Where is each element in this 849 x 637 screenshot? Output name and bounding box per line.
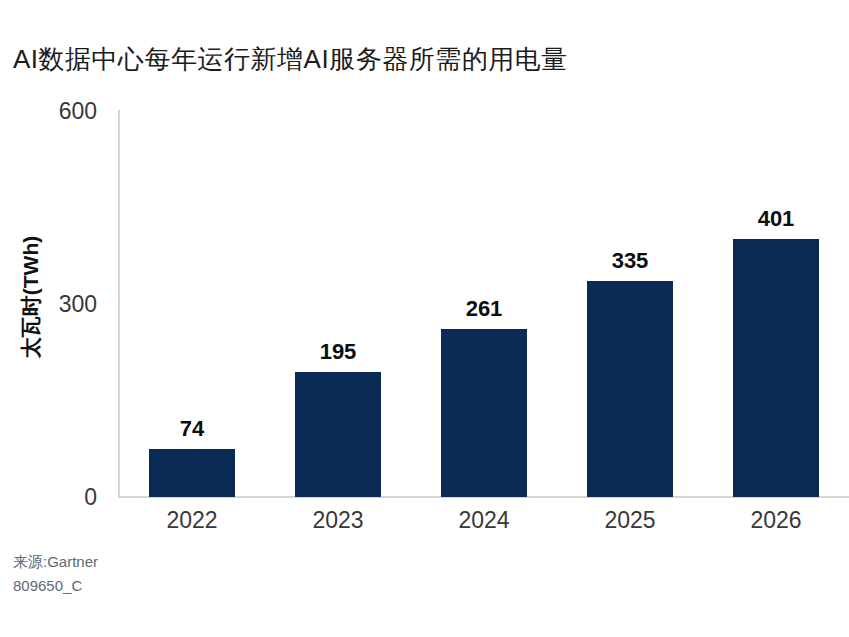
y-axis-tick-labels: 0 300 600 <box>0 0 97 637</box>
source-note: 来源:Gartner 809650_C <box>13 550 98 598</box>
x-axis-category-label: 2023 <box>312 509 363 532</box>
bar-2024 <box>441 329 527 497</box>
x-axis-category-label: 2025 <box>604 509 655 532</box>
y-axis-tick-label: 0 <box>0 483 97 511</box>
bar-slot: 2612024 <box>411 111 557 497</box>
y-axis-tick-label: 600 <box>0 97 97 125</box>
x-axis-category-label: 2026 <box>750 509 801 532</box>
bar-value-label: 261 <box>466 298 503 320</box>
x-axis-category-label: 2024 <box>458 509 509 532</box>
x-axis-category-label: 2022 <box>166 509 217 532</box>
bar-value-label: 74 <box>180 418 204 440</box>
plot-area: 7420221952023261202433520254012026 <box>119 111 849 497</box>
bar-value-label: 401 <box>758 208 795 230</box>
bar-slot: 4012026 <box>703 111 849 497</box>
bar-value-label: 195 <box>320 341 357 363</box>
bar-2022 <box>149 449 235 497</box>
y-axis-tick-label: 300 <box>0 290 97 318</box>
bar-slot: 3352025 <box>557 111 703 497</box>
bar-slot: 1952023 <box>265 111 411 497</box>
bar-2025 <box>587 281 673 497</box>
bar-2026 <box>733 239 819 497</box>
bar-value-label: 335 <box>612 250 649 272</box>
figure-id: 809650_C <box>13 574 98 598</box>
bar-chart-figure: AI数据中心每年运行新增AI服务器所需的用电量 太瓦时(TWh) 0300600… <box>0 0 849 637</box>
bar-slot: 742022 <box>119 111 265 497</box>
bar-2023 <box>295 372 381 497</box>
source-line: 来源:Gartner <box>13 550 98 574</box>
